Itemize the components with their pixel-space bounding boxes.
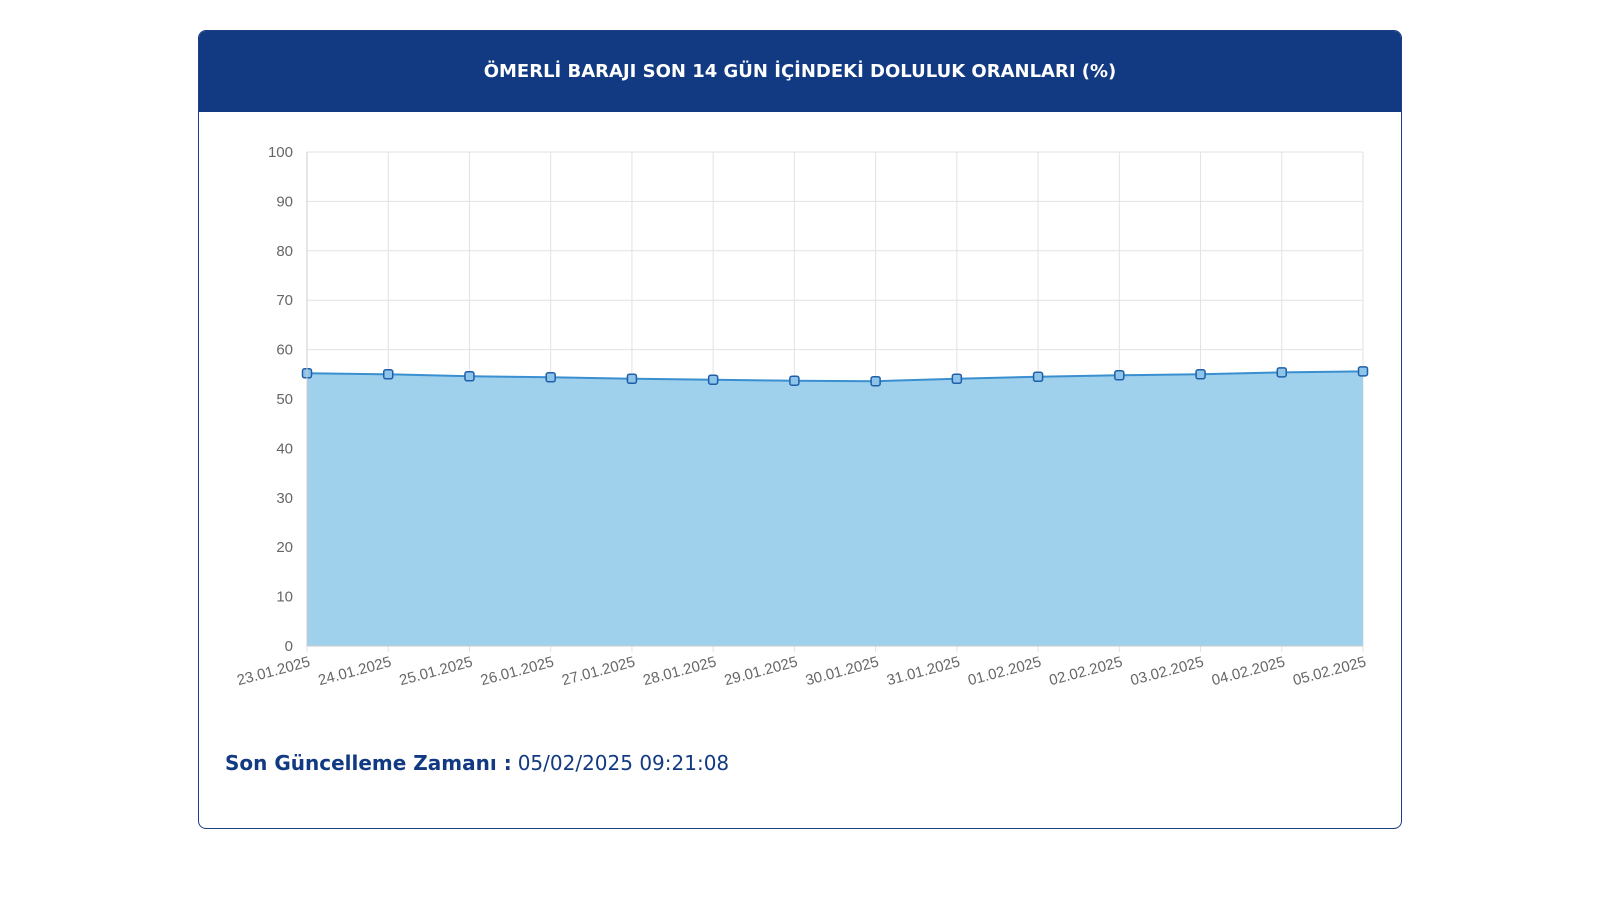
x-tick-label: 31.01.2025	[885, 653, 962, 689]
x-tick-label: 30.01.2025	[804, 653, 881, 689]
point	[707, 374, 719, 385]
area	[307, 371, 1363, 646]
y-tick-label: 70	[276, 292, 293, 309]
y-tick-label: 40	[276, 440, 293, 457]
chart-title: ÖMERLİ BARAJI SON 14 GÜN İÇİNDEKİ DOLULU…	[483, 61, 1117, 82]
point	[789, 375, 800, 386]
point	[464, 371, 475, 382]
x-tick-label: 26.01.2025	[479, 653, 556, 689]
y-tick-label: 90	[276, 193, 293, 210]
x-tick-label: 27.01.2025	[560, 653, 637, 689]
y-tick-label: 60	[276, 342, 293, 359]
point	[626, 373, 638, 384]
point	[382, 369, 394, 380]
x-tick-label: 24.01.2025	[316, 653, 393, 689]
point	[951, 373, 963, 384]
y-tick-label: 20	[276, 539, 293, 556]
x-tick-label: 01.02.2025	[966, 653, 1043, 689]
point	[545, 372, 556, 383]
point	[1114, 370, 1125, 381]
x-tick-label: 25.01.2025	[398, 653, 475, 689]
y-tick-label: 10	[276, 589, 293, 606]
y-tick-label: 80	[276, 243, 293, 260]
update-label: Son Güncelleme Zamanı :	[225, 751, 512, 775]
x-tick-label: 03.02.2025	[1129, 653, 1206, 689]
card: ÖMERLİ BARAJI SON 14 GÜN İÇİNDEKİ DOLULU…	[198, 30, 1402, 829]
header: ÖMERLİ BARAJI SON 14 GÜN İÇİNDEKİ DOLULU…	[199, 31, 1401, 112]
footer: Son Güncelleme Zamanı :05/02/2025 09:21:…	[225, 751, 729, 775]
y-tick-label: 30	[276, 490, 293, 507]
y-tick-label: 50	[276, 391, 293, 408]
y-tick-label: 100	[268, 144, 293, 161]
x-tick-label: 28.01.2025	[641, 653, 718, 689]
x-tick-label: 05.02.2025	[1291, 653, 1368, 689]
point	[1195, 369, 1206, 380]
x-tick-label: 29.01.2025	[723, 653, 800, 689]
x-tick-label: 23.01.2025	[235, 653, 312, 689]
x-tick-label: 02.02.2025	[1047, 653, 1124, 689]
point	[870, 375, 881, 387]
update-time: 05/02/2025 09:21:08	[517, 751, 730, 775]
x-tick-label: 04.02.2025	[1210, 653, 1287, 689]
point	[1276, 367, 1288, 378]
line	[306, 370, 1364, 383]
point	[1032, 371, 1044, 383]
point	[1357, 366, 1369, 377]
y-tick-label: 0	[285, 638, 293, 655]
